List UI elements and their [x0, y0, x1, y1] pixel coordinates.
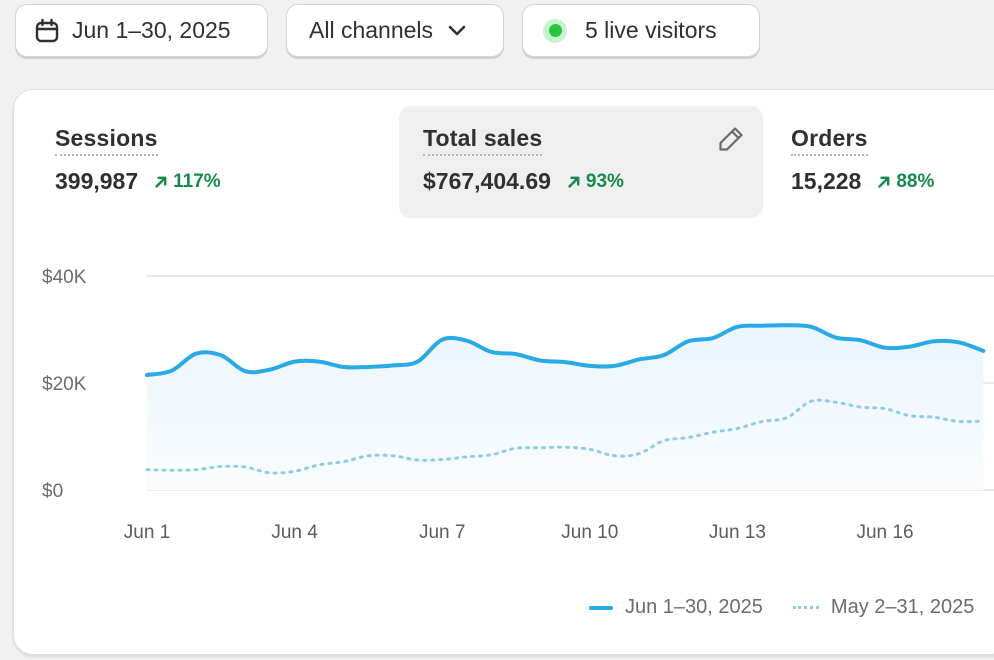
x-axis-tick-label: Jun 7: [419, 522, 465, 543]
y-axis-tick-label: $40K: [42, 267, 87, 288]
metric-label: Sessions: [55, 125, 158, 156]
metric-total-sales[interactable]: Total sales $767,404.69 93%: [423, 125, 624, 195]
live-visitors-button[interactable]: 5 live visitors: [522, 4, 760, 57]
legend-previous-swatch: [792, 606, 819, 609]
channel-selector[interactable]: All channels: [286, 4, 504, 57]
channel-selector-label: All channels: [309, 17, 434, 43]
chevron-down-icon: [448, 25, 466, 35]
live-visitors-label: 5 live visitors: [585, 17, 717, 43]
legend-current-swatch: [589, 605, 613, 610]
legend-previous-label: May 2–31, 2025: [830, 596, 975, 618]
x-axis-tick-label: Jun 4: [271, 522, 318, 543]
date-range-button[interactable]: Jun 1–30, 2025: [15, 4, 268, 57]
series-current-line: [145, 323, 986, 377]
pencil-icon[interactable]: [716, 124, 746, 154]
metric-label: Orders: [791, 125, 868, 156]
legend-current-label: Jun 1–30, 2025: [625, 596, 763, 618]
x-axis-tick-label: Jun 16: [856, 522, 913, 543]
metric-tab-selected-background[interactable]: [399, 106, 763, 218]
series-current-area: [147, 325, 984, 490]
date-range-label: Jun 1–30, 2025: [72, 17, 231, 43]
metric-value: $767,404.69: [423, 168, 551, 194]
metric-change: 88%: [877, 171, 934, 193]
x-axis-tick-label: Jun 13: [709, 522, 766, 543]
metric-change: 93%: [567, 171, 624, 193]
arrow-up-right-icon: [878, 176, 890, 188]
y-axis-tick-label: $20K: [42, 374, 87, 395]
metric-value: 15,228: [791, 168, 862, 194]
sales-analytics-card: Sessions 399,987 117% Total sales $767,4…: [13, 89, 994, 655]
metric-value: 399,987: [55, 168, 139, 194]
arrow-up-right-icon: [155, 176, 167, 188]
metric-change-value: 93%: [585, 171, 624, 192]
metric-change-value: 88%: [896, 171, 935, 192]
sales-line-chart: $0 $20K $40K Jun 1 Jun 4 Jun 7 Jun 10 Jun 13 Jun…: [42, 267, 994, 543]
x-axis-tick-label: Jun 10: [561, 522, 618, 543]
metric-sessions[interactable]: Sessions 399,987 117%: [55, 125, 221, 195]
metric-label: Total sales: [423, 125, 543, 156]
chart-legend: Jun 1–30, 2025 May 2–31, 2025: [589, 596, 974, 619]
x-axis-tick-label: Jun 1: [124, 522, 170, 543]
series-previous-line: [145, 398, 985, 475]
arrow-up-right-icon: [568, 176, 580, 188]
metric-change-value: 117%: [173, 171, 221, 192]
calendar-icon: [35, 18, 59, 42]
metric-orders[interactable]: Orders 15,228 88%: [791, 125, 934, 195]
live-status-icon: [543, 18, 567, 43]
metric-change: 117%: [154, 171, 221, 193]
y-axis-tick-label: $0: [42, 481, 63, 502]
